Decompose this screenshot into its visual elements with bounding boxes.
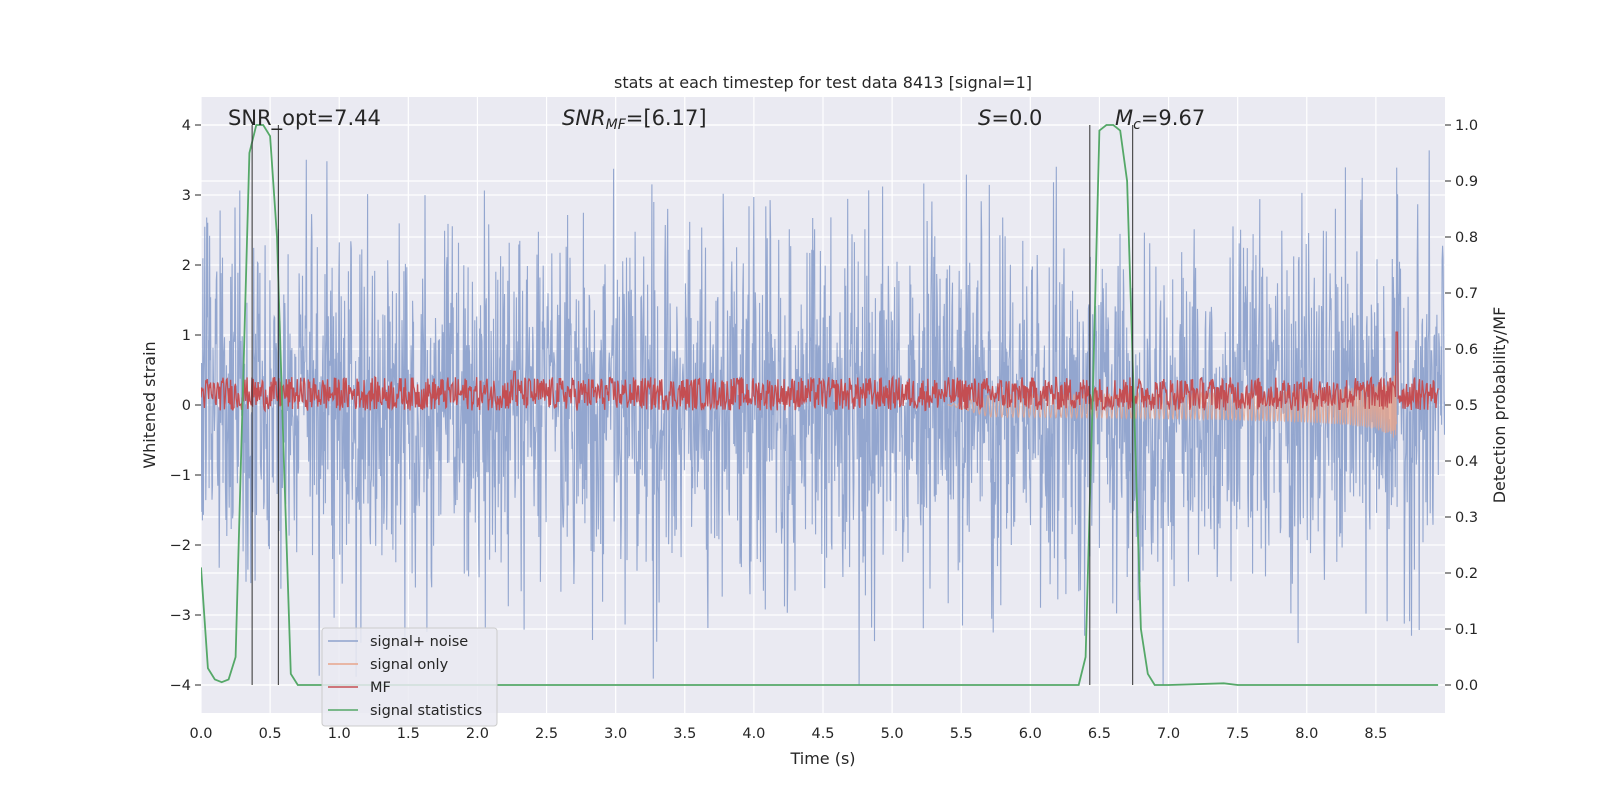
y-tick-label: −3 (170, 608, 191, 624)
x-tick-label: 2.0 (466, 726, 489, 742)
x-tick-label: 3.5 (673, 726, 696, 742)
legend-box (321, 627, 498, 727)
x-tick-label: 4.5 (811, 726, 834, 742)
x-tick-label: 8.0 (1295, 726, 1318, 742)
y2-tick-label: 0.7 (1455, 286, 1478, 302)
y-axis-ticks: −4 −3 −2 −1 0 1 2 3 4 (170, 118, 201, 694)
x-tick-label: 7.5 (1226, 726, 1249, 742)
series-mf (201, 331, 1439, 413)
vertical-markers (251, 125, 1134, 685)
x-tick-label: 1.5 (397, 726, 420, 742)
series-signal-only (947, 372, 1398, 438)
x-tick-label: 4.0 (742, 726, 765, 742)
y2-tick-label: 0.2 (1455, 566, 1478, 582)
x-tick-label: 6.0 (1019, 726, 1042, 742)
annotation-s: S=0.0 (978, 106, 1042, 130)
x-tick-label: 8.5 (1364, 726, 1387, 742)
legend-label-signal-noise: signal+ noise (370, 634, 468, 650)
x-tick-label: 7.0 (1157, 726, 1180, 742)
annotation-s-val: =0.0 (991, 106, 1042, 130)
y2-tick-label: 0.0 (1455, 678, 1478, 694)
y-tick-label: 1 (182, 328, 191, 344)
x-tick-label: 5.0 (881, 726, 904, 742)
legend: signal+ noise signal only MF signal stat… (321, 627, 498, 727)
y-tick-label: −2 (170, 538, 191, 554)
x-axis-ticks: 0.0 0.5 1.0 1.5 2.0 2.5 3.0 3.5 4.0 4.5 5.0 5.5 6.0 6… (189, 726, 1387, 742)
y-axis-label: Whitened strain (140, 341, 159, 468)
x-tick-label: 2.5 (535, 726, 558, 742)
y2-tick-label: 0.8 (1455, 230, 1478, 246)
legend-entry-signal-statistics: signal statistics (328, 703, 482, 719)
annotation-mc-val: =9.67 (1141, 106, 1205, 130)
annotation-snr-mf: SNRMF=[6.17] (562, 106, 707, 133)
x-axis-label: Time (s) (789, 749, 855, 768)
y2-tick-label: 0.6 (1455, 342, 1478, 358)
y-tick-label: −1 (170, 468, 191, 484)
annotation-s-var: S (978, 106, 991, 130)
y2-axis-ticks: 0.0 0.1 0.2 0.3 0.4 0.5 0.6 0.7 0.8 0.9 1.0 (1445, 118, 1478, 694)
series-signal-noise (201, 150, 1445, 686)
legend-label-signal-only: signal only (370, 657, 449, 673)
legend-label-signal-statistics: signal statistics (370, 703, 482, 719)
y2-tick-label: 1.0 (1455, 118, 1478, 134)
y-tick-label: 0 (182, 398, 191, 414)
annotation-snr-mf-sub: MF (606, 117, 627, 133)
y2-tick-label: 0.1 (1455, 622, 1478, 638)
x-tick-label: 3.0 (604, 726, 627, 742)
x-tick-label: 0.0 (189, 726, 212, 742)
annotation-mc: Mc=9.67 (1115, 106, 1205, 133)
y-tick-label: 3 (182, 188, 191, 204)
legend-entry-signal-only: signal only (328, 657, 449, 673)
series-layer (201, 124, 1445, 686)
legend-label-mf: MF (370, 680, 391, 696)
y-tick-label: 2 (182, 258, 191, 274)
x-tick-label: 6.5 (1088, 726, 1111, 742)
x-tick-label: 0.5 (259, 726, 282, 742)
y2-axis-label: Detection probability/MF (1490, 307, 1509, 504)
y-tick-label: 4 (182, 118, 191, 134)
y2-tick-label: 0.5 (1455, 398, 1478, 414)
annotation-mc-sub: c (1133, 117, 1141, 133)
legend-entry-signal-noise: signal+ noise (328, 634, 468, 650)
annotation-snr-mf-var: SNR (562, 106, 606, 130)
x-tick-label: 1.0 (328, 726, 351, 742)
y-tick-label: −4 (170, 678, 191, 694)
annotation-snr-mf-val: =[6.17] (626, 106, 707, 130)
chart-title: stats at each timestep for test data 841… (614, 73, 1032, 92)
y2-tick-label: 0.4 (1455, 454, 1478, 470)
annotation-snr-opt: SNR_opt=7.44 (228, 106, 381, 131)
y2-tick-label: 0.9 (1455, 174, 1478, 190)
legend-entry-mf: MF (328, 680, 391, 696)
x-tick-label: 5.5 (950, 726, 973, 742)
series-signal-statistics (201, 124, 1439, 686)
y2-tick-label: 0.3 (1455, 510, 1478, 526)
annotation-mc-var: M (1115, 106, 1133, 130)
